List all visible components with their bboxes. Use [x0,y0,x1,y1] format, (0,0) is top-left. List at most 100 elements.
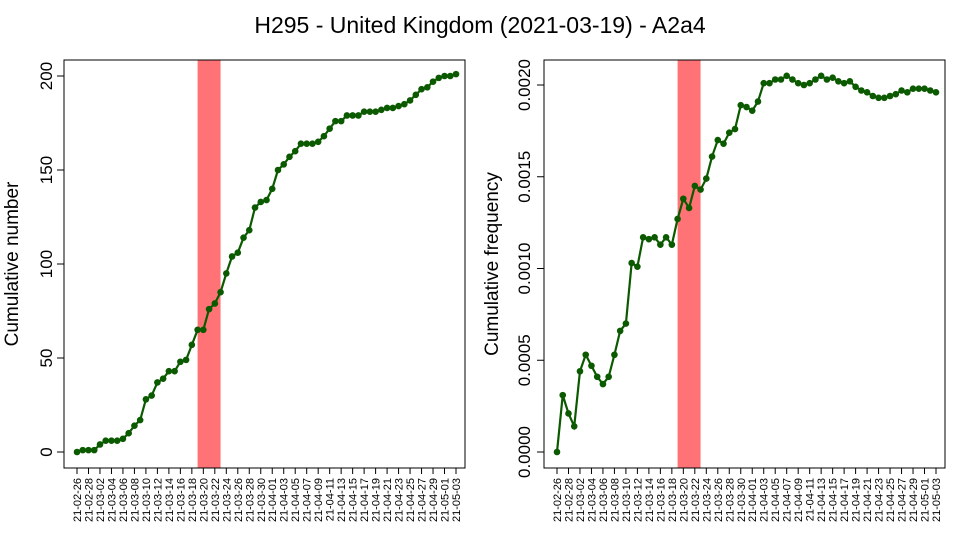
y-axis-label: Cumulative frequency [482,172,503,356]
data-point [748,107,756,114]
data-point [823,76,831,83]
y-tick-label: 0.0005 [515,334,534,386]
x-tick-label: 21-02-28 [83,478,95,522]
data-point [840,79,848,87]
data-point [622,320,630,327]
x-tick-label: 21-03-22 [210,478,222,522]
y-tick-label: 200 [37,62,56,90]
data-point [898,87,905,94]
data-point [553,448,561,456]
x-tick-label: 21-04-03 [759,478,771,522]
data-point [332,117,339,125]
x-tick-label: 21-03-02 [575,478,587,522]
data-point [812,76,819,83]
x-tick-label: 21-03-14 [644,478,656,522]
x-tick-label: 21-03-10 [141,478,153,522]
x-tick-label: 21-03-24 [221,478,233,522]
x-tick-label: 21-03-04 [106,478,118,522]
data-point [697,186,704,193]
data-point [200,326,207,334]
data-point [401,100,408,108]
data-point [703,175,710,182]
data-point [125,429,132,437]
data-point [240,234,247,241]
data-point [343,112,351,119]
x-tick-label: 21-04-13 [816,478,828,522]
data-point [136,416,144,424]
data-point [309,140,316,147]
data-point [90,446,98,454]
data-point [680,195,687,203]
data-point [245,226,253,234]
data-point [383,104,391,112]
x-tick-label: 21-04-25 [885,478,897,522]
data-point [395,102,402,110]
x-tick-label: 21-05-01 [920,478,932,522]
y-axis-label: Cumulative number [2,181,23,346]
data-point [771,76,779,83]
data-point [205,305,213,313]
data-point [909,85,917,92]
highlight-span [677,60,701,468]
x-tick-label: 21-04-07 [302,478,314,522]
x-tick-label: 21-02-28 [563,478,575,522]
data-point [737,101,745,109]
x-tick-label: 21-03-20 [678,478,690,522]
data-point [171,367,178,375]
data-point [326,125,333,132]
data-point [73,448,81,456]
x-tick-label: 21-05-01 [440,478,452,522]
data-point [291,147,299,155]
x-tick-label: 21-03-06 [598,478,610,522]
data-point [691,182,699,190]
highlight-span [197,60,221,468]
data-point [674,215,681,223]
data-point [657,241,664,248]
data-point [188,341,196,349]
data-point [452,70,460,78]
x-tick-label: 21-03-26 [713,478,725,522]
data-point [412,91,420,99]
data-point [846,78,854,85]
x-tick-label: 21-04-09 [793,478,805,522]
x-tick-label: 21-03-16 [175,478,187,522]
data-point [360,108,368,116]
x-tick-label: 21-03-18 [187,478,199,522]
data-point [165,367,173,375]
x-tick-label: 21-03-02 [95,478,107,522]
data-point [131,422,138,429]
data-point [182,356,190,364]
data-point [616,327,624,335]
x-tick-label: 21-03-28 [244,478,256,522]
data-point [154,379,161,386]
x-tick-label: 21-04-19 [371,478,383,522]
data-point [446,72,454,80]
data-point [355,112,362,119]
data-point [720,140,727,148]
data-point [903,89,911,96]
x-tick-label: 21-03-12 [152,478,164,522]
x-tick-label: 21-04-07 [782,478,794,522]
data-point [817,72,825,80]
x-tick-label: 21-04-23 [874,478,886,522]
data-point [639,234,647,241]
data-point [148,392,155,399]
y-tick-label: 50 [37,349,56,368]
data-point [743,103,750,111]
figure-title: H295 - United Kingdom (2021-03-19) - A2a… [254,12,706,38]
data-point [366,108,374,116]
data-point [337,117,345,125]
x-tick-label: 21-04-05 [770,478,782,522]
x-tick-label: 21-04-29 [428,478,440,522]
data-point [921,85,928,92]
data-point [892,90,900,98]
data-point [418,85,425,93]
x-tick-label: 21-04-05 [290,478,302,522]
data-point [863,89,871,96]
data-point [593,373,601,381]
data-point [668,241,676,248]
x-tick-label: 21-04-11 [325,478,337,521]
x-tick-label: 21-03-12 [632,478,644,522]
data-point [794,79,802,87]
x-tick-label: 21-03-06 [118,478,130,522]
